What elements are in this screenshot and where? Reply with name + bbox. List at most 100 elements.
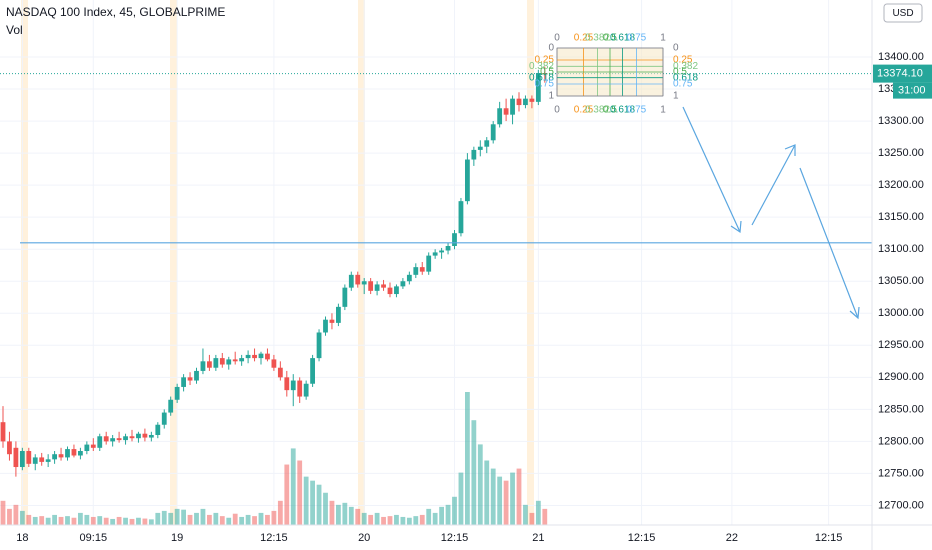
currency-box <box>883 3 923 23</box>
volume-bar <box>413 516 419 525</box>
candle-body <box>181 377 186 387</box>
y-tick-label: 13400.00 <box>878 51 924 63</box>
volume-bar <box>7 508 12 525</box>
x-tick-label: 12:15 <box>260 532 288 544</box>
candle-body <box>148 434 154 438</box>
candle-body <box>510 98 515 115</box>
candle-body <box>290 380 296 391</box>
volume-bar <box>0 500 6 525</box>
volume-bar <box>90 516 96 525</box>
chart-title: NASDAQ 100 Index, 45, GLOBALPRIME <box>6 5 225 19</box>
volume-bar <box>465 392 470 525</box>
candle-body <box>316 332 322 359</box>
x-tick-label: 12:15 <box>815 532 843 544</box>
y-tick-label: 12800.00 <box>878 435 924 447</box>
last-price-label: 13374.10 <box>877 68 923 80</box>
session-band <box>170 0 177 525</box>
volume-bar <box>239 516 245 525</box>
volume-bar <box>374 512 380 525</box>
candle-body <box>542 73 548 75</box>
volume-bar <box>194 512 199 525</box>
drawings <box>0 73 872 320</box>
candle-body <box>123 436 128 441</box>
session-band <box>527 0 534 525</box>
volume-bar <box>510 472 515 525</box>
y-tick-label: 12950.00 <box>878 339 924 351</box>
candle-body <box>13 447 19 468</box>
candle-body <box>116 438 122 441</box>
candle-body <box>471 149 477 160</box>
arrow-head <box>849 306 860 320</box>
candle-body <box>265 353 270 360</box>
y-tick-label: 12750.00 <box>878 467 924 479</box>
candle-body <box>523 98 528 106</box>
volume-bar <box>497 476 503 525</box>
volume-bar <box>471 420 477 525</box>
candle-body <box>0 422 6 442</box>
volume-bar <box>490 468 496 525</box>
candle-body <box>419 267 425 272</box>
y-tick-label: 13150.00 <box>878 211 924 223</box>
candle-body <box>136 433 141 439</box>
volume-bar <box>348 506 354 525</box>
candle-body <box>413 267 419 275</box>
candle-body <box>336 306 341 323</box>
volume-bar <box>310 480 315 525</box>
candle-body <box>361 281 367 285</box>
candle-body <box>381 284 386 288</box>
volume-bar <box>439 506 444 525</box>
x-tick-label: 18 <box>16 532 28 544</box>
fib-time-label: 0 <box>554 105 560 116</box>
candle-body <box>174 386 180 400</box>
fib-time-label: 0.618 <box>610 105 635 116</box>
candle-body <box>342 287 348 307</box>
volume-bar <box>400 516 406 525</box>
countdown-badge <box>893 82 932 99</box>
fib-label: 1 <box>673 91 679 102</box>
volume-bar <box>381 516 386 525</box>
candle-body <box>277 367 283 378</box>
candle-body <box>155 424 161 435</box>
volume-bar <box>116 516 122 525</box>
x-tick-label: 12:15 <box>441 532 469 544</box>
candle-body <box>90 444 96 448</box>
volume-bar <box>161 510 167 525</box>
volume-bar <box>200 508 206 525</box>
fib-time-label: 0.75 <box>627 33 647 44</box>
volume-bar <box>129 518 135 525</box>
candle-body <box>484 140 490 147</box>
volume-bar <box>155 512 161 525</box>
volume-bar <box>245 514 251 525</box>
fib-label: 0.25 <box>673 55 693 66</box>
volume-bar <box>84 514 90 525</box>
candle-body <box>406 274 412 282</box>
arrow-head <box>730 220 742 234</box>
candles <box>0 66 548 477</box>
volume-bar <box>265 514 270 525</box>
x-tick-label: 20 <box>358 532 370 544</box>
volume-bar <box>258 512 264 525</box>
volume-bar <box>290 448 296 525</box>
fib-label: 0 <box>548 43 554 54</box>
candle-body <box>497 108 503 125</box>
candle-body <box>458 201 464 234</box>
candle-body <box>7 441 12 455</box>
volume-bar <box>52 514 57 525</box>
volume-bar <box>458 472 464 525</box>
session-bands <box>21 0 534 525</box>
volume-bar <box>181 509 186 525</box>
volume-bar <box>452 496 457 525</box>
volume-bar <box>168 512 174 525</box>
volume-bar <box>71 517 77 525</box>
fib-label: 0.382 <box>529 61 554 72</box>
volume-bar <box>355 508 361 525</box>
volume-bar <box>174 508 180 525</box>
volume-bar <box>148 519 154 525</box>
volume-bar <box>368 514 374 525</box>
candle-body <box>19 451 25 468</box>
candle-body <box>239 358 245 362</box>
candle-body <box>168 399 174 413</box>
candle-body <box>445 246 451 251</box>
volume-bar <box>39 516 45 525</box>
